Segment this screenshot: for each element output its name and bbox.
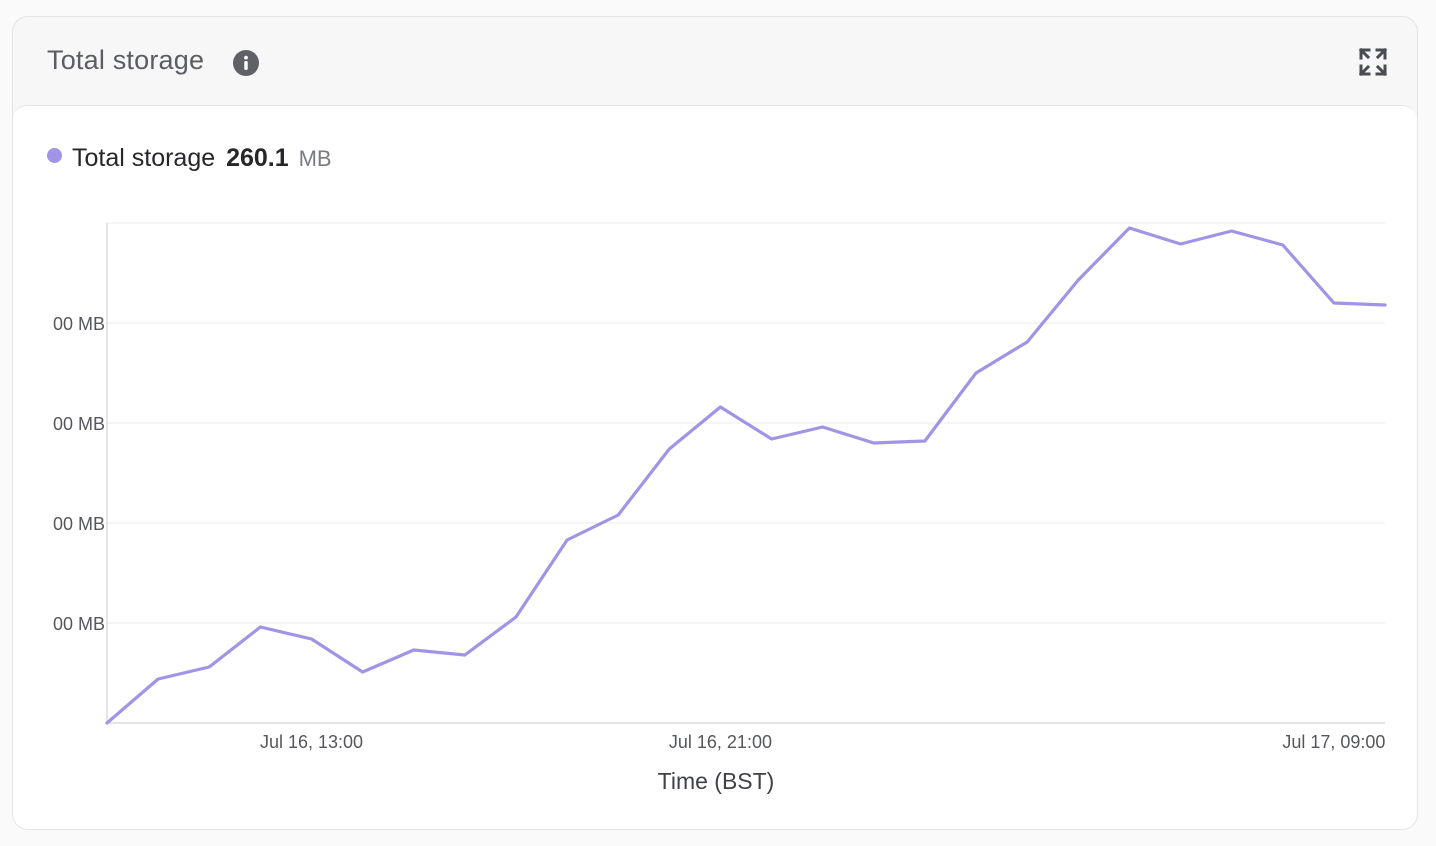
data-point [207,665,211,669]
data-point [514,615,518,619]
x-tick-label: Jul 16, 13:00 [260,732,363,752]
data-point [156,677,160,681]
x-tick-label: Jul 16, 21:00 [669,732,772,752]
data-point [923,439,927,443]
y-tick-label: 00 MB [53,414,105,434]
total-storage-card: Total storage Total storage 260.1 [12,16,1418,830]
y-tick-label: 00 MB [53,614,105,634]
legend-unit: MB [298,146,332,171]
chart-legend: Total storage 260.1 MB [47,144,332,173]
x-axis-title: Time (BST) [658,768,775,794]
legend-dot [47,148,62,163]
info-icon[interactable] [233,50,259,76]
data-point [258,625,262,629]
card-body: Total storage 260.1 MB 00 MB 00 MB 00 MB 00… [13,105,1417,830]
data-point [667,447,671,451]
data-point [565,538,569,542]
data-point [1025,340,1029,344]
expand-icon[interactable] [1358,47,1388,77]
data-point [463,653,467,657]
data-point [1127,226,1131,230]
data-point [821,425,825,429]
data-point [1076,278,1080,282]
storage-line-chart[interactable]: 00 MB 00 MB 00 MB 00 MB Jul 16, 13:00 Jul 16,… [13,106,1417,830]
data-point [770,437,774,441]
series-line-total-storage [105,226,1387,725]
data-point [1179,242,1183,246]
data-point [974,371,978,375]
data-point [1383,303,1387,307]
data-point [361,670,365,674]
data-point [616,513,620,517]
data-point [718,405,722,409]
data-point [412,648,416,652]
data-point [1281,243,1285,247]
data-point [1230,229,1234,233]
data-point [1332,301,1336,305]
data-point [309,637,313,641]
x-tick-label: Jul 17, 09:00 [1282,732,1385,752]
data-point [872,441,876,445]
y-tick-label: 00 MB [53,514,105,534]
legend-label: Total storage [72,144,216,172]
legend-value: 260.1 [226,144,289,172]
y-tick-label: 00 MB [53,314,105,334]
card-title: Total storage [47,45,205,75]
data-point [105,721,109,725]
card-header: Total storage [13,17,1417,105]
